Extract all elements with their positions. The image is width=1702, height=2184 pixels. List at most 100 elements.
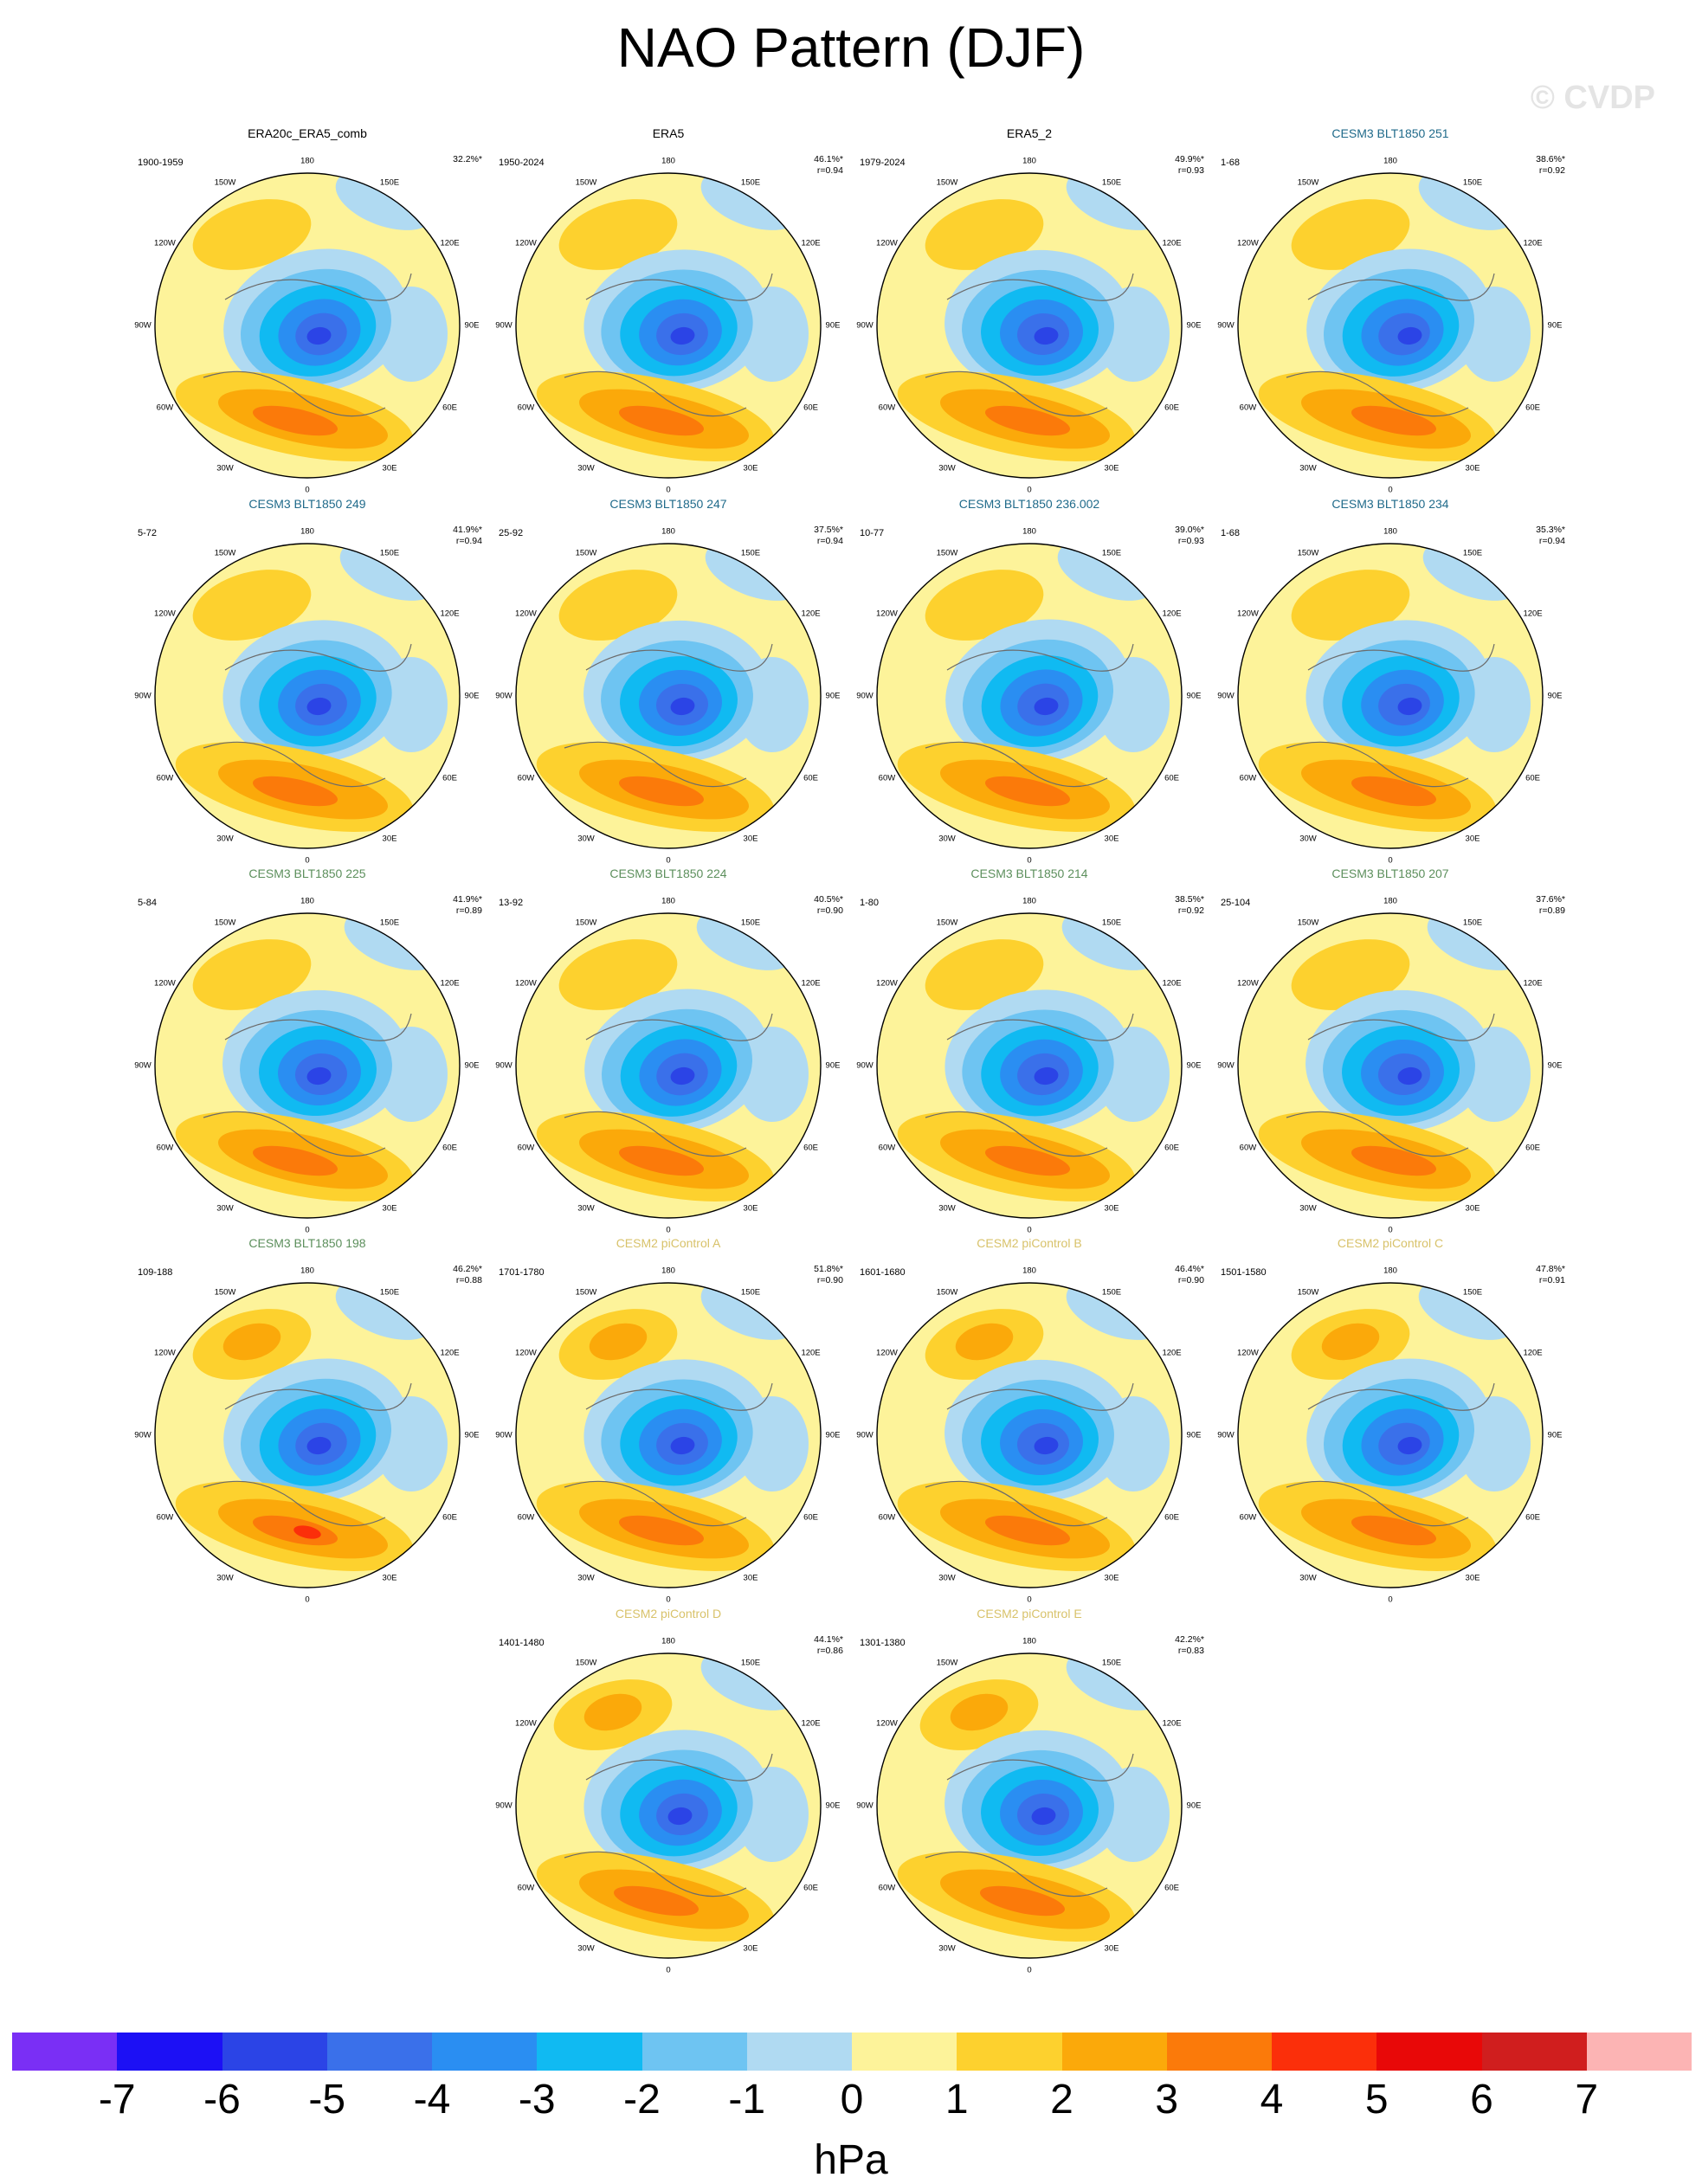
longitude-label: 30E [743, 834, 758, 844]
longitude-label: 150W [1297, 918, 1319, 928]
longitude-label: 120W [515, 978, 537, 989]
longitude-label: 180 [300, 526, 314, 537]
longitude-label: 90W [134, 1430, 152, 1440]
longitude-label: 0 [1388, 485, 1393, 495]
colorbar-tick-label: 7 [1575, 2077, 1599, 2123]
panel-years: 5-84 [138, 898, 158, 908]
longitude-label: 60W [878, 403, 896, 413]
longitude-label: 180 [300, 1266, 314, 1276]
colorbar-swatch [1061, 2033, 1167, 2071]
longitude-label: 30E [382, 1573, 397, 1583]
map-boundary [876, 1282, 1183, 1588]
panel-stats: 51.8%* r=0.90 [814, 1264, 843, 1286]
longitude-label: 0 [666, 1965, 671, 1975]
pacific-positive [1291, 199, 1410, 270]
longitude-label: 0 [1388, 855, 1393, 866]
panel-stats: 46.1%* r=0.94 [814, 154, 843, 177]
panel-years: 1-68 [1221, 158, 1241, 168]
coastline [203, 273, 412, 417]
longitude-label: 60E [442, 1143, 457, 1153]
longitude-label: 120W [154, 238, 176, 248]
longitude-label: 60W [878, 1883, 896, 1893]
colorbar-swatch [326, 2033, 432, 2071]
longitude-label: 150W [575, 1287, 597, 1298]
longitude-label: 150W [575, 1658, 597, 1668]
longitude-label: 0 [1388, 1225, 1393, 1235]
longitude-label: 90E [464, 1430, 480, 1440]
colorbar-swatch [1272, 2033, 1377, 2071]
panel-years: 13-92 [499, 898, 524, 908]
panel-title: CESM3 BLT1850 251 [1331, 126, 1449, 140]
longitude-label: 150E [1101, 1658, 1122, 1668]
longitude-label: 120W [876, 1348, 898, 1358]
pattern-correlation: r=0.94 [455, 536, 482, 546]
longitude-label: 120W [154, 978, 176, 989]
pattern-correlation: r=0.91 [1538, 1275, 1565, 1285]
longitude-label: 30E [1104, 1203, 1119, 1214]
coastline [203, 1382, 412, 1527]
longitude-label: 30W [1299, 834, 1317, 844]
coastline [925, 273, 1134, 417]
longitude-label: 60W [517, 1883, 535, 1893]
map-panel: CESM3 BLT1850 236.002 10-77 39.0%* r=0.93 18… [848, 497, 1211, 866]
pacific-positive-core [583, 1693, 642, 1731]
longitude-label: 90E [1547, 1430, 1563, 1440]
colorbar-unit: hPa [814, 2137, 888, 2183]
explained-variance: 41.9%* [453, 894, 482, 905]
longitude-label: 120E [1523, 978, 1543, 989]
longitude-label: 30W [938, 1943, 956, 1954]
colorbar-swatch [537, 2033, 642, 2071]
map-boundary [515, 1282, 822, 1588]
explained-variance: 37.6%* [1536, 894, 1565, 905]
longitude-label: 60E [1525, 773, 1540, 783]
longitude-label: 0 [305, 485, 310, 495]
longitude-label: 60E [1525, 403, 1540, 413]
longitude-label: 60W [517, 1143, 535, 1153]
coastline [203, 1013, 412, 1157]
pattern-correlation: r=0.92 [1177, 905, 1204, 916]
polar-map [876, 912, 1183, 1219]
longitude-label: 120E [1162, 1718, 1182, 1729]
longitude-label: 60W [878, 1512, 896, 1523]
panel-years: 1501-1580 [1221, 1267, 1267, 1278]
panel-years: 1900-1959 [138, 158, 184, 168]
watermark: © CVDP [1530, 80, 1655, 116]
longitude-label: 0 [666, 1595, 671, 1605]
colorbar-tick-label: 2 [1050, 2077, 1073, 2123]
arctic-negative-6 [306, 326, 332, 345]
colorbar-tick-label: 4 [1260, 2077, 1284, 2123]
map-boundary [876, 543, 1183, 849]
longitude-label: 0 [666, 485, 671, 495]
map-boundary [515, 912, 822, 1219]
atlantic-positive-3 [1351, 405, 1436, 436]
pacific-positive-core [589, 1323, 648, 1361]
longitude-label: 120E [440, 238, 460, 248]
colorbar-swatch [12, 2033, 118, 2071]
longitude-label: 0 [1027, 1595, 1032, 1605]
longitude-label: 180 [661, 1266, 675, 1276]
longitude-label: 90E [825, 1801, 841, 1811]
atlantic-positive-3 [619, 1515, 704, 1546]
longitude-label: 150W [936, 177, 958, 188]
longitude-label: 150W [214, 1287, 236, 1298]
longitude-label: 90W [495, 1801, 513, 1811]
longitude-label: 150W [1297, 548, 1319, 558]
longitude-label: 150E [379, 1287, 400, 1298]
longitude-label: 60E [803, 1143, 818, 1153]
longitude-label: 30E [1104, 1573, 1119, 1583]
longitude-label: 90E [1186, 1060, 1202, 1071]
longitude-label: 30W [1299, 1203, 1317, 1214]
pattern-correlation: r=0.93 [1177, 165, 1204, 176]
arctic-negative-6 [1031, 1807, 1056, 1826]
panel-years: 1601-1680 [860, 1267, 906, 1278]
polar-map [515, 172, 822, 479]
longitude-label: 150E [740, 918, 761, 928]
longitude-label: 60W [517, 773, 535, 783]
longitude-label: 0 [1027, 485, 1032, 495]
panel-title: CESM3 BLT1850 198 [248, 1236, 366, 1250]
longitude-label: 180 [1022, 896, 1036, 906]
longitude-label: 150E [1101, 548, 1122, 558]
longitude-label: 150E [1101, 177, 1122, 188]
map-panel: CESM3 BLT1850 247 25-92 37.5%* r=0.94 180 150… [487, 497, 850, 866]
colorbar-tick-label: -5 [308, 2077, 346, 2123]
